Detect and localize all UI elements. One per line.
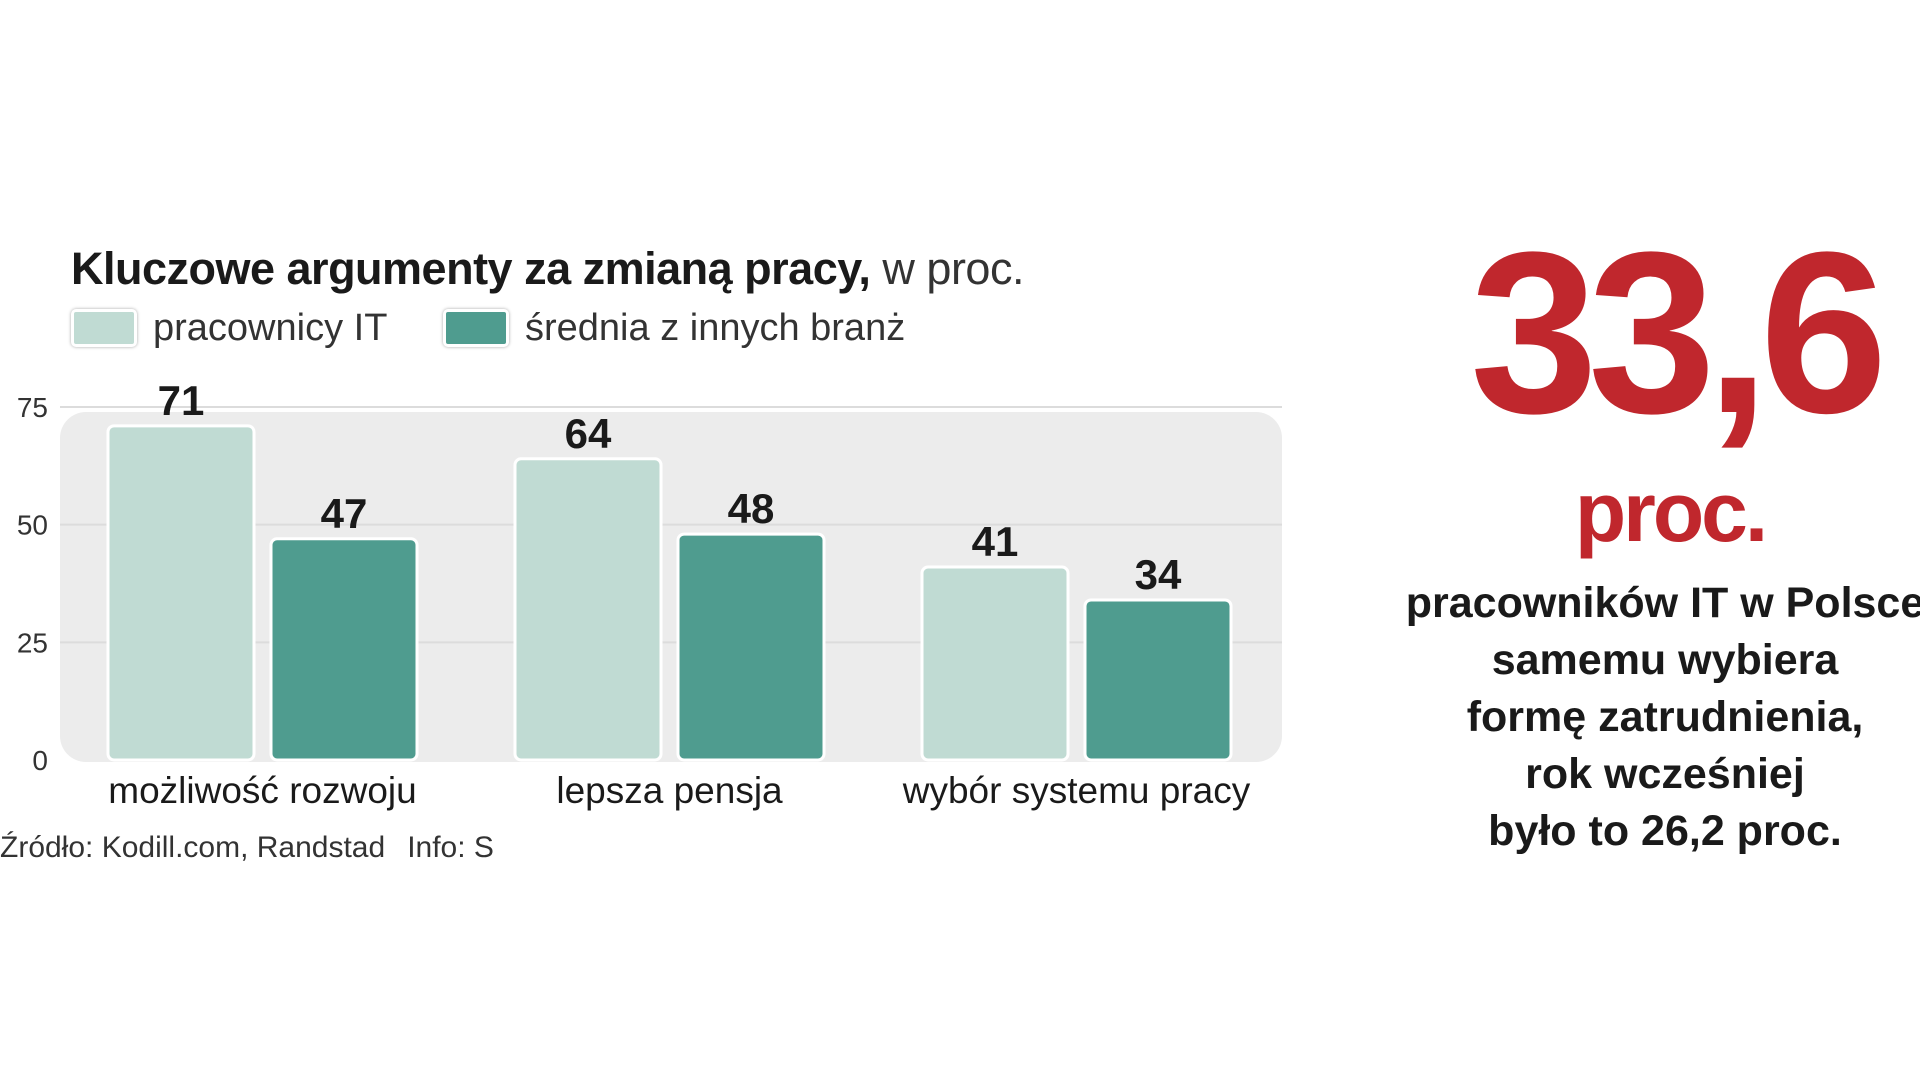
highlight-unit: proc.	[1574, 465, 1768, 559]
bar	[269, 537, 419, 762]
source-note: Źródło: Kodill.com, Randstad Info: S	[0, 831, 494, 865]
description-line: pracowników IT w Polsce	[1405, 579, 1920, 627]
category-label: lepsza pensja	[556, 770, 783, 811]
data-label: 71	[158, 377, 205, 424]
legend-label-it: pracownicy IT	[153, 306, 388, 349]
source-text: Źródło: Kodill.com, Randstad	[0, 831, 386, 864]
y-tick-label: 0	[32, 745, 48, 776]
chart-title-unit: w proc.	[870, 243, 1024, 294]
data-label: 48	[728, 485, 775, 532]
bar	[1083, 598, 1233, 762]
chart-title-main: Kluczowe argumenty za zmianą pracy,	[71, 243, 871, 294]
legend-item-other: średnia z innych branż	[443, 305, 905, 351]
bar	[106, 424, 256, 762]
legend-swatch-other	[443, 309, 509, 347]
y-tick-label: 25	[17, 627, 48, 658]
bar	[513, 457, 663, 762]
y-tick-label: 50	[17, 510, 48, 541]
highlight-number: 33,6	[1470, 204, 1888, 461]
legend-swatch-it	[71, 309, 137, 347]
description-line: było to 26,2 proc.	[1488, 807, 1842, 855]
data-label: 41	[972, 518, 1019, 565]
bar-chart: 0 25 50 75 71 47 możliwość rozwoju 64 48 lepsza p…	[17, 377, 1282, 811]
category-label: możliwość rozwoju	[108, 770, 416, 811]
y-tick-label: 75	[17, 392, 48, 423]
highlight-description: pracowników IT w Polsce samemu wybiera f…	[1385, 575, 1920, 860]
description-line: samemu wybiera	[1491, 636, 1839, 684]
legend-label-other: średnia z innych branż	[525, 306, 906, 349]
legend-item-it: pracownicy IT	[71, 305, 387, 351]
chart-title: Kluczowe argumenty za zmianą pracy, w pr…	[71, 243, 1024, 295]
description-line: formę zatrudnienia,	[1466, 693, 1864, 741]
data-label: 34	[1135, 551, 1182, 598]
bar	[920, 565, 1070, 762]
data-label: 64	[565, 410, 612, 457]
data-label: 47	[321, 490, 368, 537]
category-label: wybór systemu pracy	[902, 770, 1251, 811]
bar	[676, 532, 826, 762]
info-text: Info: S	[407, 831, 494, 864]
description-line: rok wcześniej	[1525, 750, 1805, 798]
